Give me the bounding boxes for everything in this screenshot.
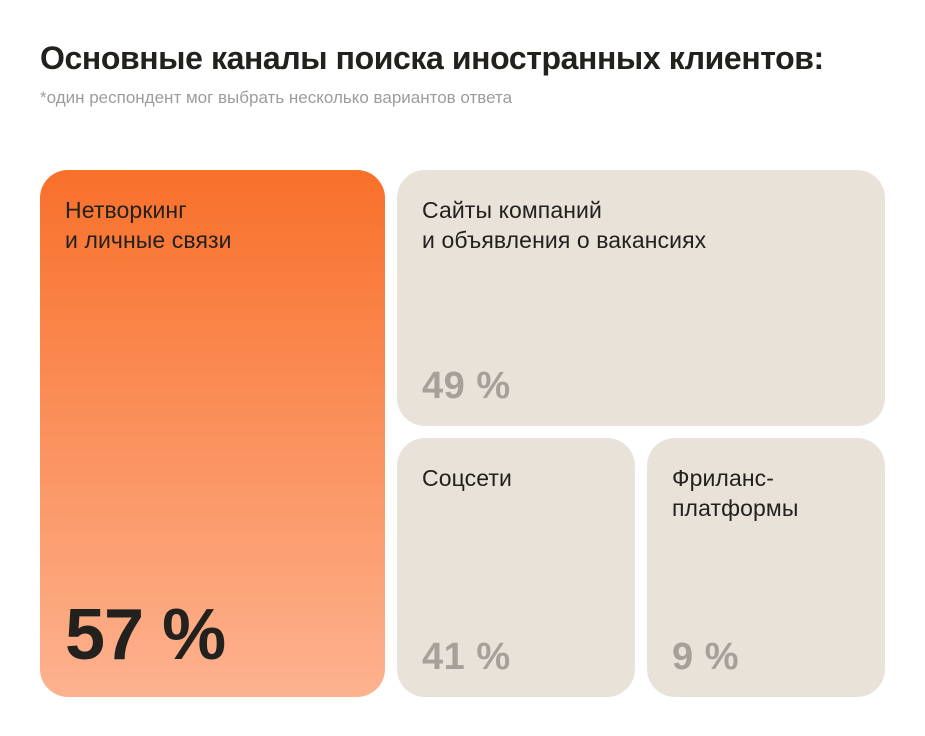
card-websites: Сайты компаний и объявления о вакансиях … [397,170,885,426]
card-social-label: Соцсети [422,465,512,491]
card-social: Соцсети 41 % [397,438,635,697]
card-networking: Нетворкинг и личные связи 57 % [40,170,385,697]
card-freelance-label: Фриланс- платформы [672,465,799,521]
card-websites-label: Сайты компаний и объявления о вакансиях [422,197,707,253]
card-social-value: 41 % [422,636,511,678]
page-title: Основные каналы поиска иностранных клиен… [40,40,824,76]
page-subtitle: *один респондент мог выбрать несколько в… [40,88,513,107]
card-websites-value: 49 % [422,365,511,407]
card-networking-label: Нетворкинг и личные связи [65,197,232,253]
card-freelance: Фриланс- платформы 9 % [647,438,885,697]
card-networking-value: 57 % [65,595,226,675]
right-column: Сайты компаний и объявления о вакансиях … [397,170,885,697]
cards-grid: Нетворкинг и личные связи 57 % Сайты ком… [40,170,885,697]
card-freelance-value: 9 % [672,636,739,678]
bottom-row: Соцсети 41 % Фриланс- платформы 9 % [397,438,885,697]
